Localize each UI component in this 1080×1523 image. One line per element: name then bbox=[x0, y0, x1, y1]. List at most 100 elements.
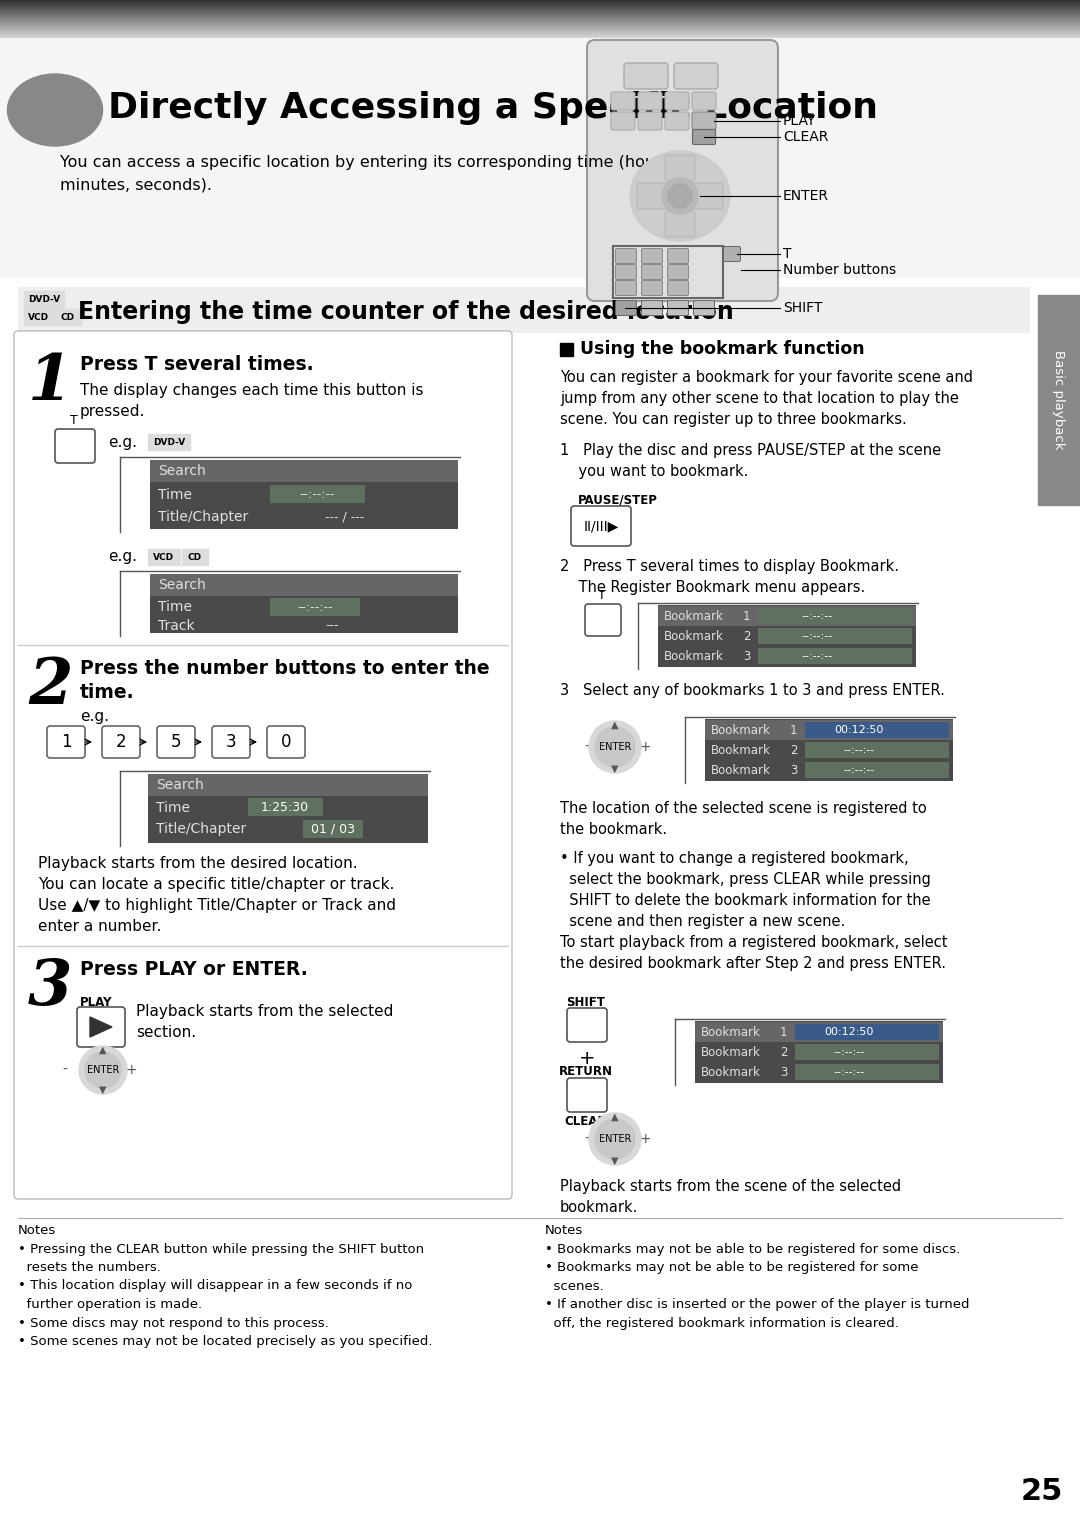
Text: +: + bbox=[639, 1132, 651, 1145]
Text: 2: 2 bbox=[28, 656, 72, 717]
Bar bbox=[0, 38, 1080, 279]
Bar bbox=[248, 798, 323, 816]
Text: Press the number buttons to enter the: Press the number buttons to enter the bbox=[80, 659, 489, 678]
Text: 3   Select any of bookmarks 1 to 3 and press ENTER.: 3 Select any of bookmarks 1 to 3 and pre… bbox=[561, 682, 945, 698]
Text: RETURN: RETURN bbox=[559, 1065, 613, 1078]
Text: ▼: ▼ bbox=[611, 765, 619, 774]
FancyBboxPatch shape bbox=[667, 300, 689, 315]
Circle shape bbox=[662, 178, 698, 215]
FancyBboxPatch shape bbox=[642, 248, 662, 263]
Text: DVD-V: DVD-V bbox=[153, 437, 185, 446]
FancyBboxPatch shape bbox=[55, 429, 95, 463]
Text: 2   Press T several times to display Bookmark.
    The Register Bookmark menu ap: 2 Press T several times to display Bookm… bbox=[561, 559, 899, 595]
FancyBboxPatch shape bbox=[624, 62, 669, 88]
Bar bbox=[24, 291, 64, 308]
Bar bbox=[18, 286, 1030, 334]
FancyBboxPatch shape bbox=[267, 726, 305, 758]
Text: -: - bbox=[63, 1063, 67, 1077]
Text: Press T several times.: Press T several times. bbox=[80, 355, 313, 375]
Bar bbox=[758, 627, 912, 644]
Text: +: + bbox=[125, 1063, 137, 1077]
Bar bbox=[705, 719, 953, 781]
Text: Bookmark: Bookmark bbox=[701, 1025, 761, 1039]
Text: Title/Chapter: Title/Chapter bbox=[158, 510, 248, 524]
Text: Bookmark: Bookmark bbox=[664, 629, 724, 643]
Text: 00:12:50: 00:12:50 bbox=[835, 725, 883, 736]
FancyBboxPatch shape bbox=[667, 248, 689, 263]
Text: PAUSE/STEP: PAUSE/STEP bbox=[578, 493, 658, 506]
Text: Bookmark: Bookmark bbox=[701, 1066, 761, 1078]
Bar bbox=[148, 548, 180, 565]
Text: DVD-V: DVD-V bbox=[28, 295, 60, 305]
FancyBboxPatch shape bbox=[665, 212, 696, 238]
Text: Time: Time bbox=[158, 487, 192, 503]
FancyBboxPatch shape bbox=[616, 248, 636, 263]
Text: 00:12:50: 00:12:50 bbox=[824, 1027, 874, 1037]
FancyBboxPatch shape bbox=[611, 113, 635, 129]
Ellipse shape bbox=[630, 151, 730, 241]
Text: 5: 5 bbox=[171, 733, 181, 751]
FancyBboxPatch shape bbox=[637, 183, 667, 209]
Circle shape bbox=[595, 1119, 635, 1159]
Text: CLEAR: CLEAR bbox=[783, 129, 828, 145]
Text: Search: Search bbox=[158, 465, 206, 478]
FancyBboxPatch shape bbox=[665, 91, 689, 110]
FancyBboxPatch shape bbox=[724, 247, 741, 262]
Ellipse shape bbox=[8, 75, 103, 146]
FancyBboxPatch shape bbox=[693, 300, 715, 315]
Text: Press PLAY or ENTER.: Press PLAY or ENTER. bbox=[80, 959, 308, 979]
Bar bbox=[303, 819, 363, 838]
Bar bbox=[705, 760, 953, 780]
FancyBboxPatch shape bbox=[611, 91, 635, 110]
FancyBboxPatch shape bbox=[692, 113, 716, 129]
Text: ENTER: ENTER bbox=[86, 1065, 119, 1075]
Text: ▲: ▲ bbox=[611, 1112, 619, 1122]
Bar bbox=[148, 434, 190, 449]
Text: Track: Track bbox=[158, 618, 194, 634]
Text: --:--:--: --:--:-- bbox=[299, 487, 335, 501]
Circle shape bbox=[79, 1046, 127, 1094]
Text: Number buttons: Number buttons bbox=[783, 263, 896, 277]
Text: You can access a specific location by entering its corresponding time (hours,
mi: You can access a specific location by en… bbox=[60, 155, 675, 192]
Bar bbox=[805, 742, 949, 758]
Bar bbox=[795, 1043, 939, 1060]
Text: Time: Time bbox=[158, 600, 192, 614]
FancyBboxPatch shape bbox=[567, 1008, 607, 1042]
Text: 3: 3 bbox=[780, 1066, 787, 1078]
Text: 25: 25 bbox=[1021, 1477, 1063, 1506]
Bar bbox=[613, 247, 723, 299]
FancyBboxPatch shape bbox=[692, 129, 715, 145]
FancyBboxPatch shape bbox=[667, 265, 689, 280]
Text: Playback starts from the selected
section.: Playback starts from the selected sectio… bbox=[136, 1004, 393, 1040]
Text: --:--:--: --:--:-- bbox=[843, 745, 875, 755]
FancyBboxPatch shape bbox=[665, 155, 696, 181]
Text: Title/Chapter: Title/Chapter bbox=[156, 822, 246, 836]
FancyBboxPatch shape bbox=[616, 300, 636, 315]
Bar bbox=[55, 309, 81, 324]
Text: 1: 1 bbox=[780, 1025, 787, 1039]
Text: --:--:--: --:--:-- bbox=[834, 1046, 865, 1057]
Text: Bookmark: Bookmark bbox=[711, 763, 771, 777]
FancyBboxPatch shape bbox=[665, 113, 689, 129]
Text: • If you want to change a registered bookmark,
  select the bookmark, press CLEA: • If you want to change a registered boo… bbox=[561, 851, 947, 972]
Text: Bookmark: Bookmark bbox=[664, 649, 724, 663]
Polygon shape bbox=[90, 1017, 112, 1037]
Text: --:--:--: --:--:-- bbox=[801, 611, 833, 621]
FancyBboxPatch shape bbox=[693, 183, 723, 209]
FancyBboxPatch shape bbox=[102, 726, 140, 758]
Text: 3: 3 bbox=[226, 733, 237, 751]
Text: T: T bbox=[783, 247, 792, 260]
FancyBboxPatch shape bbox=[567, 1078, 607, 1112]
Text: 01 / 03: 01 / 03 bbox=[311, 822, 355, 836]
Text: --:--:--: --:--:-- bbox=[834, 1068, 865, 1077]
Text: +: + bbox=[639, 740, 651, 754]
Text: Search: Search bbox=[158, 579, 206, 592]
Text: --:--:--: --:--:-- bbox=[843, 765, 875, 775]
FancyBboxPatch shape bbox=[616, 280, 636, 295]
FancyBboxPatch shape bbox=[571, 506, 631, 547]
FancyBboxPatch shape bbox=[585, 605, 621, 637]
Text: T: T bbox=[70, 414, 78, 426]
FancyBboxPatch shape bbox=[638, 113, 662, 129]
Bar bbox=[658, 646, 916, 666]
Text: Basic playback: Basic playback bbox=[1053, 350, 1066, 449]
